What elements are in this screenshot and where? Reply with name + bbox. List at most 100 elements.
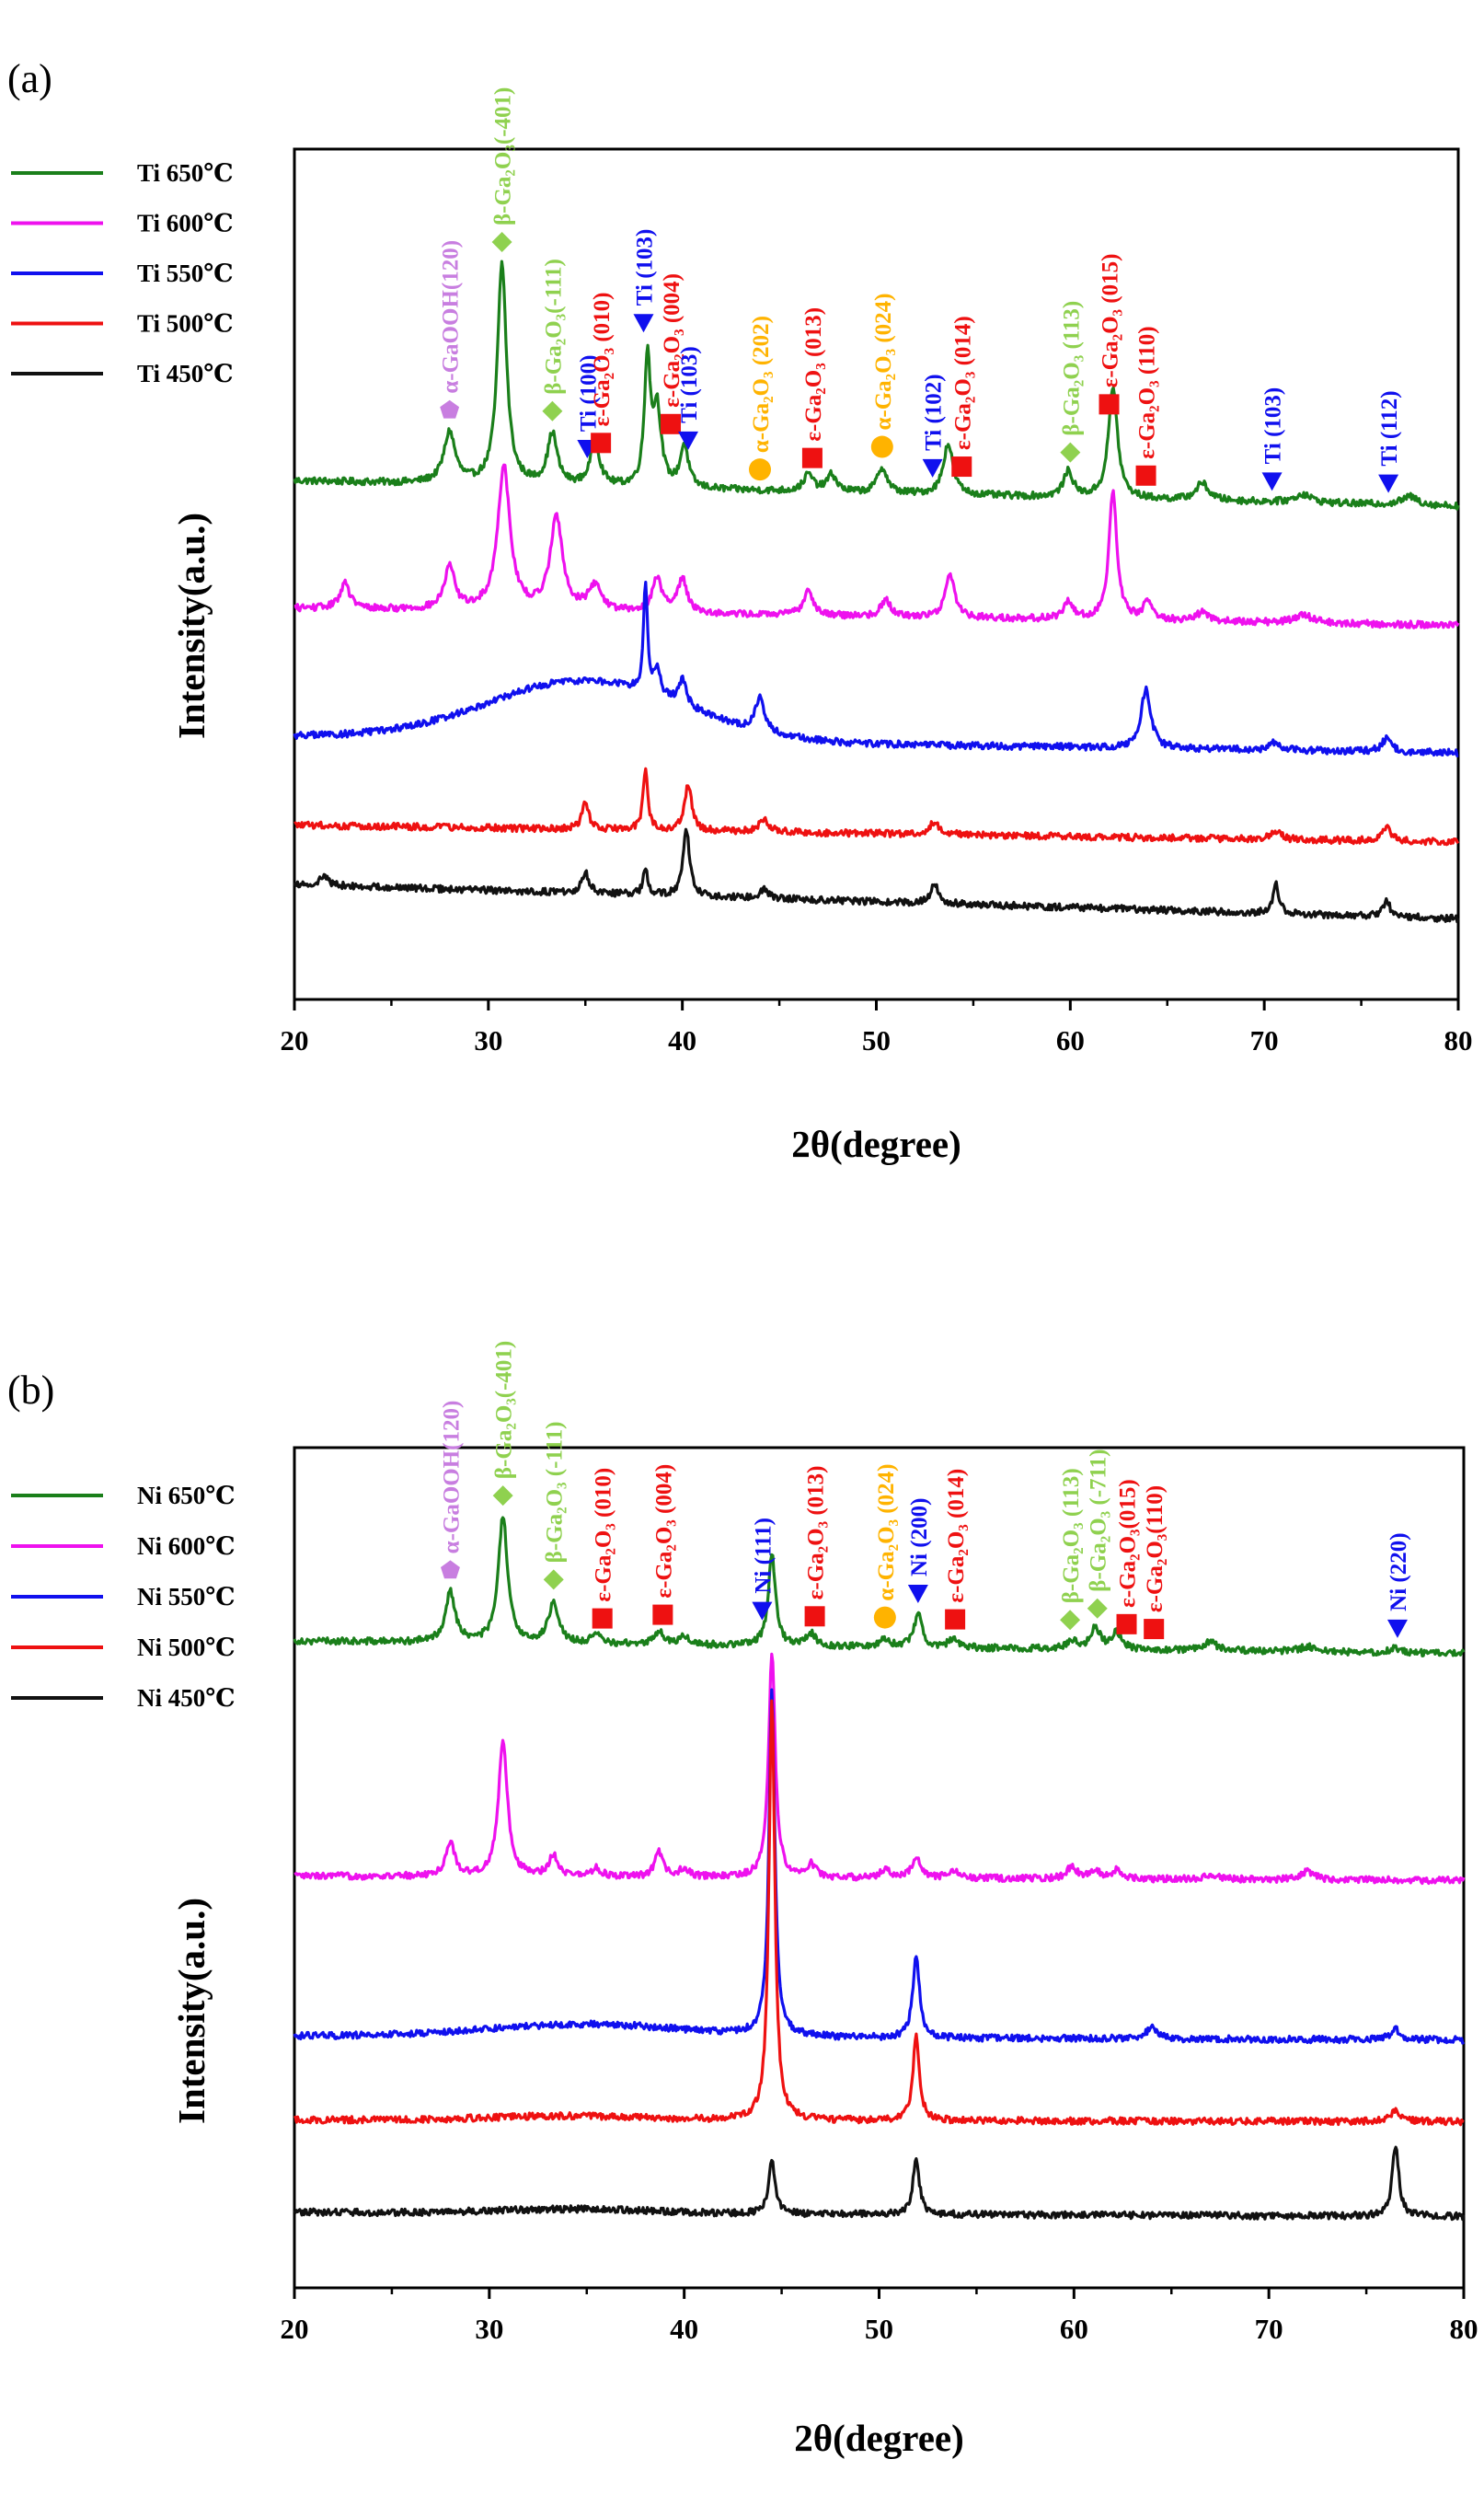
panel-label: (b) <box>7 1368 54 1413</box>
peak-marker <box>633 314 654 333</box>
peak-annotation: β-Ga₂O₃ (113) <box>1059 301 1084 436</box>
x-tick-label: 20 <box>281 2313 309 2345</box>
x-tick-label: 30 <box>474 1024 502 1056</box>
peak-marker <box>1087 1598 1108 1619</box>
series-line <box>293 1688 1466 2045</box>
peak-annotation: ε-Ga₂O₃(015) <box>1116 1479 1141 1608</box>
series-line <box>293 1652 1466 1886</box>
peak-marker <box>491 232 512 252</box>
x-axis-title: 2θ(degree) <box>791 1123 961 1165</box>
legend-label: Ni 650℃ <box>137 1482 236 1509</box>
panel-b: (b) 20 30 40 50 60 70 80 2θ(degree) Intensity(a.u… <box>7 1341 1478 2459</box>
peak-annotation: Ti (103) <box>1261 387 1286 465</box>
legend-label: Ti 650℃ <box>137 159 234 187</box>
legend-label: Ni 600℃ <box>137 1532 236 1560</box>
peak-marker <box>492 1485 513 1507</box>
series-line <box>293 581 1459 757</box>
peak-annotation: Ti (103) <box>633 229 658 306</box>
series-line <box>293 463 1460 629</box>
peak-marker <box>661 413 682 434</box>
x-tick-label: 40 <box>668 1024 696 1056</box>
plot-frame <box>293 147 1460 1001</box>
y-axis-title: Intensity(a.u.) <box>170 1898 213 2124</box>
peak-annotation: Ni (200) <box>907 1498 932 1576</box>
peak-marker <box>677 431 698 450</box>
peak-marker <box>652 1604 673 1625</box>
peak-annotation: ε-Ga₂O₃ (014) <box>950 316 975 450</box>
x-tick-label: 80 <box>1444 1024 1473 1056</box>
peak-annotation: β-Ga₂O₃ (113) <box>1059 1468 1084 1603</box>
peak-marker <box>1378 474 1399 493</box>
peak-marker <box>907 1585 928 1604</box>
peak-marker <box>801 447 823 468</box>
peak-annotation: ε-Ga₂O₃ (015) <box>1099 254 1123 388</box>
peak-marker <box>752 1601 773 1621</box>
legend-label: Ti 450℃ <box>137 360 234 387</box>
peak-annotation: Ni (220) <box>1386 1532 1411 1611</box>
series-line <box>293 827 1460 924</box>
peak-marker <box>870 435 893 458</box>
legend-label: Ni 450℃ <box>137 1684 236 1712</box>
peak-annotation: Ti (100) <box>576 354 601 432</box>
peak-marker <box>749 458 771 481</box>
peak-annotation: ε-Ga₂O₃(110) <box>1143 1485 1168 1612</box>
peak-annotation: Ni (111) <box>751 1518 776 1594</box>
legend-label: Ti 500℃ <box>137 310 234 338</box>
y-axis-title: Intensity(a.u.) <box>170 513 213 739</box>
peak-annotation: β-Ga₂O₃(-111) <box>541 259 566 395</box>
x-tick-label: 50 <box>862 1024 891 1056</box>
peak-marker <box>1144 1619 1165 1640</box>
x-tick-label: 50 <box>865 2313 893 2345</box>
peak-annotation: Ti (103) <box>677 346 702 423</box>
peak-annotation: ε-Ga₂O₃ (004) <box>660 273 684 408</box>
series-line <box>293 767 1460 847</box>
peak-marker <box>441 1560 460 1579</box>
peak-marker <box>1135 465 1156 486</box>
peak-annotation: ε-Ga₂O₃ (010) <box>590 293 615 427</box>
peak-marker <box>922 458 943 478</box>
peak-annotation: ε-Ga₂O₃ (110) <box>1135 326 1160 458</box>
series-line <box>293 1699 1465 2127</box>
x-tick-label: 30 <box>475 2313 503 2345</box>
peak-marker <box>1060 442 1081 463</box>
peak-annotation: α-Ga₂O₃ (024) <box>871 293 896 430</box>
peak-marker <box>591 433 612 454</box>
peak-annotation: ε-Ga₂O₃ (014) <box>944 1469 969 1603</box>
peak-marker <box>1261 472 1283 491</box>
peak-annotation: α-GaOOH(120) <box>439 240 464 394</box>
peak-annotation: β-Ga₂O₃ (-111) <box>543 1421 568 1563</box>
series-line <box>293 260 1460 511</box>
legend-label: Ni 550℃ <box>137 1583 236 1611</box>
peak-annotation: α-Ga₂O₃ (024) <box>874 1464 899 1601</box>
peak-annotation: ε-Ga₂O₃ (004) <box>651 1464 676 1599</box>
x-tick-label: 40 <box>670 2313 698 2345</box>
peak-marker <box>1116 1613 1137 1634</box>
peak-marker <box>542 400 563 421</box>
peak-annotation: α-GaOOH(120) <box>439 1401 464 1554</box>
panel-label: (a) <box>7 56 52 101</box>
peak-annotation: β-Ga₂O₃(-401) <box>491 87 516 225</box>
peak-marker <box>1060 1610 1081 1631</box>
peak-marker <box>804 1606 825 1627</box>
peak-marker <box>1386 1619 1408 1638</box>
peak-annotation: ε-Ga₂O₃ (010) <box>592 1468 616 1602</box>
peak-annotation: β-Ga₂O₃ (-711) <box>1087 1449 1111 1591</box>
peak-marker <box>951 456 972 478</box>
x-tick-label: 70 <box>1250 1024 1279 1056</box>
peak-annotation: ε-Ga₂O₃ (013) <box>801 307 826 442</box>
x-tick-label: 60 <box>1060 2313 1088 2345</box>
peak-marker <box>543 1569 564 1590</box>
peak-marker <box>592 1608 613 1629</box>
x-tick-label: 60 <box>1056 1024 1085 1056</box>
x-tick-label: 80 <box>1450 2313 1478 2345</box>
peak-marker <box>945 1609 966 1630</box>
x-tick-label: 70 <box>1255 2313 1283 2345</box>
series-line <box>293 2145 1466 2222</box>
series-line <box>293 1516 1466 1657</box>
peak-marker <box>440 399 460 419</box>
legend-label: Ti 550℃ <box>137 260 234 287</box>
peak-annotation: Ti (102) <box>922 374 947 451</box>
peak-marker <box>873 1606 896 1629</box>
legend-label: Ti 600℃ <box>137 210 234 237</box>
